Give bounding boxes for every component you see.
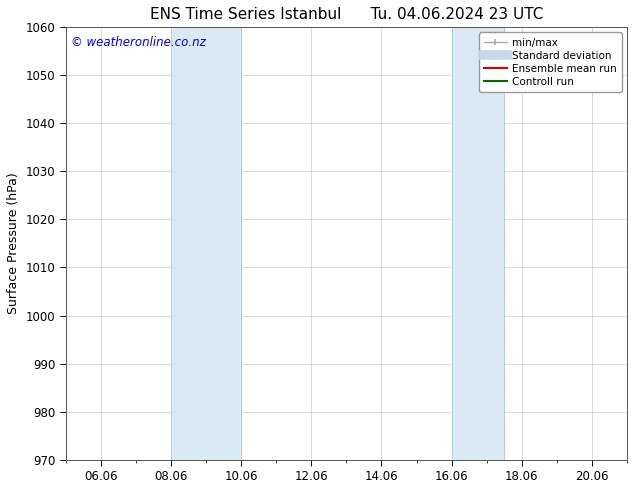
Legend: min/max, Standard deviation, Ensemble mean run, Controll run: min/max, Standard deviation, Ensemble me… xyxy=(479,32,622,92)
Text: © weatheronline.co.nz: © weatheronline.co.nz xyxy=(71,36,206,49)
Y-axis label: Surface Pressure (hPa): Surface Pressure (hPa) xyxy=(7,172,20,314)
Bar xyxy=(451,27,504,460)
Bar xyxy=(171,27,241,460)
Title: ENS Time Series Istanbul      Tu. 04.06.2024 23 UTC: ENS Time Series Istanbul Tu. 04.06.2024 … xyxy=(150,7,543,22)
